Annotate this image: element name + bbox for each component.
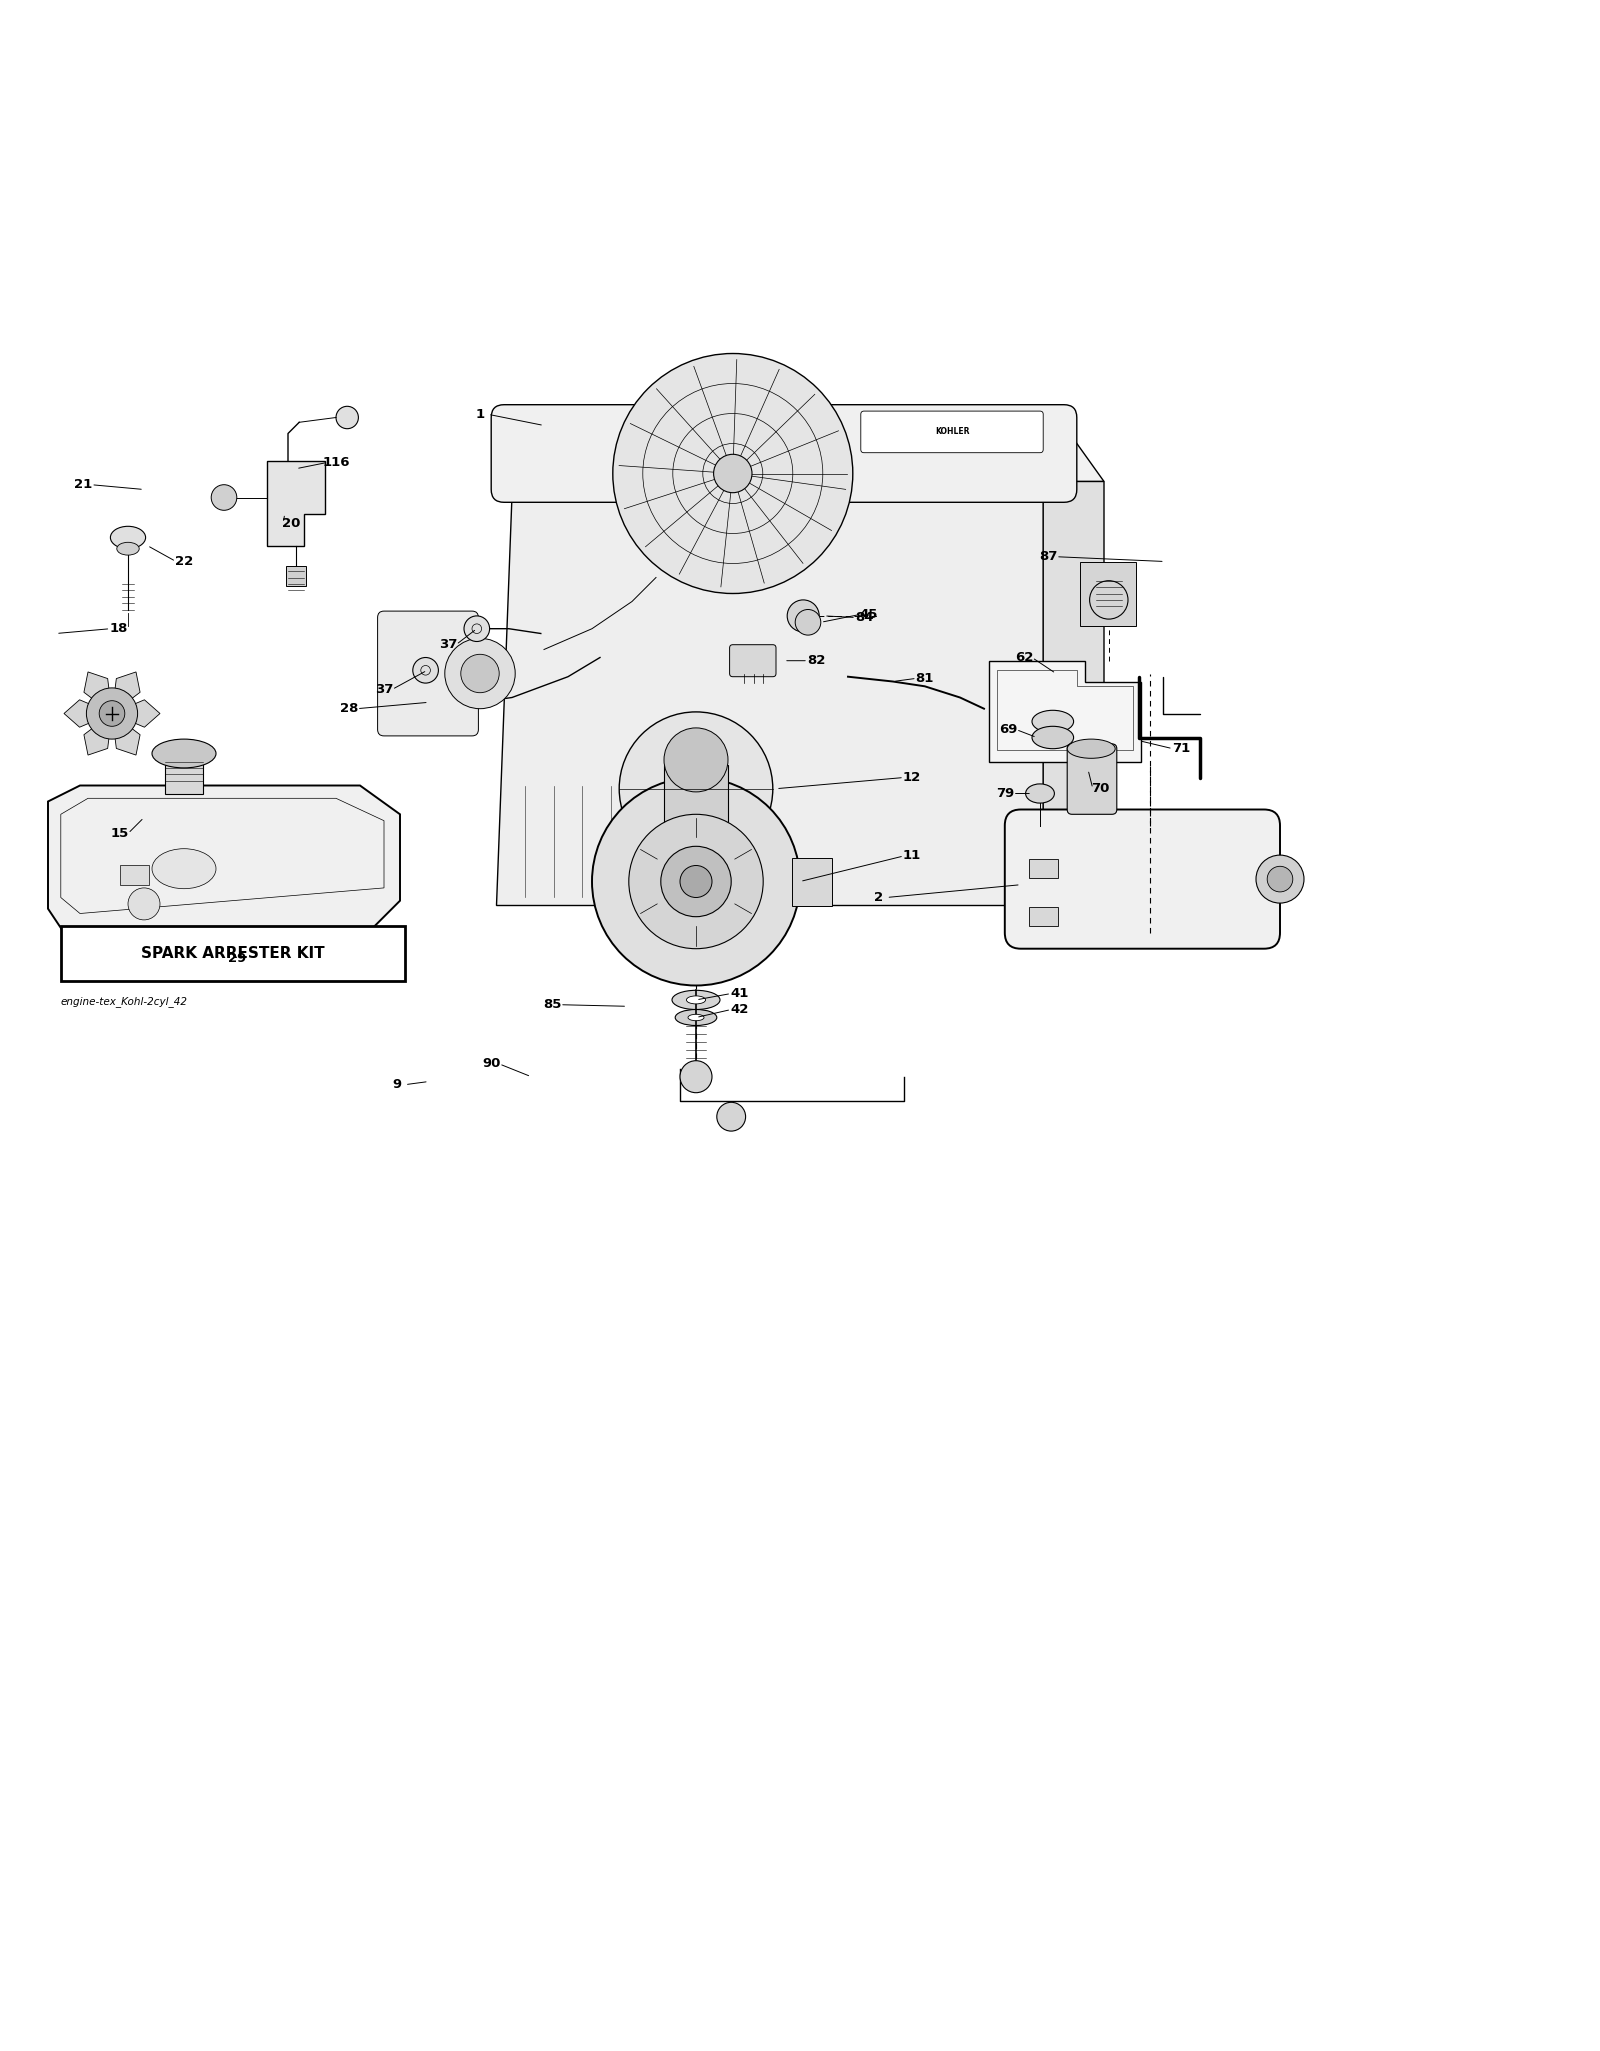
Bar (1029, 907, 1058, 927)
Text: 2: 2 (874, 890, 883, 904)
Text: 21: 21 (74, 478, 93, 490)
Polygon shape (64, 699, 112, 728)
Circle shape (413, 658, 438, 683)
Ellipse shape (117, 541, 139, 556)
Text: 85: 85 (542, 999, 562, 1011)
Text: 45: 45 (859, 607, 878, 621)
Ellipse shape (110, 527, 146, 550)
Bar (1080, 562, 1136, 626)
Polygon shape (267, 461, 325, 546)
Polygon shape (989, 660, 1141, 761)
Ellipse shape (1032, 726, 1074, 749)
Circle shape (787, 599, 819, 632)
Bar (120, 866, 149, 884)
FancyBboxPatch shape (378, 611, 478, 736)
Polygon shape (512, 425, 1104, 482)
Text: 28: 28 (339, 701, 358, 716)
Polygon shape (496, 482, 1043, 904)
Text: KOHLER: KOHLER (934, 427, 970, 437)
Circle shape (592, 777, 800, 984)
FancyBboxPatch shape (861, 410, 1043, 453)
Circle shape (619, 712, 773, 866)
Circle shape (461, 654, 499, 693)
Circle shape (128, 888, 160, 921)
Circle shape (211, 484, 237, 511)
Text: 81: 81 (915, 673, 934, 685)
Circle shape (629, 814, 763, 950)
Text: 20: 20 (282, 517, 301, 529)
Ellipse shape (1067, 738, 1115, 759)
Ellipse shape (675, 1009, 717, 1026)
Text: 116: 116 (322, 455, 350, 470)
Polygon shape (83, 673, 112, 714)
Text: 1: 1 (475, 408, 485, 420)
Circle shape (680, 866, 712, 898)
Circle shape (445, 638, 515, 710)
Circle shape (464, 615, 490, 642)
Text: 41: 41 (730, 987, 749, 1001)
Bar (664, 765, 728, 837)
Polygon shape (112, 673, 141, 714)
Circle shape (664, 728, 728, 792)
Ellipse shape (1032, 710, 1074, 732)
Circle shape (1090, 580, 1128, 619)
Ellipse shape (686, 997, 706, 1003)
Ellipse shape (152, 849, 216, 888)
Circle shape (661, 847, 731, 917)
Text: 71: 71 (1171, 742, 1190, 755)
Text: 29: 29 (219, 960, 238, 972)
Text: 9: 9 (392, 1079, 402, 1091)
Text: 37: 37 (438, 638, 458, 652)
Text: 70: 70 (1091, 781, 1110, 796)
Bar (1029, 859, 1058, 878)
Polygon shape (112, 714, 141, 755)
Ellipse shape (152, 738, 216, 767)
Text: 15: 15 (110, 827, 130, 841)
Text: SPARK ARRESTER KIT: SPARK ARRESTER KIT (141, 946, 325, 962)
Circle shape (99, 701, 125, 726)
Text: 62: 62 (1014, 650, 1034, 665)
Text: 11: 11 (902, 849, 922, 861)
Text: 37: 37 (374, 683, 394, 695)
Text: 82: 82 (806, 654, 826, 667)
FancyBboxPatch shape (1005, 810, 1280, 950)
FancyBboxPatch shape (730, 644, 776, 677)
Polygon shape (792, 857, 832, 904)
Circle shape (717, 1101, 746, 1130)
Text: 87: 87 (1038, 550, 1058, 564)
FancyBboxPatch shape (1067, 745, 1117, 814)
Text: 84: 84 (854, 611, 874, 624)
Circle shape (86, 687, 138, 738)
Circle shape (1267, 866, 1293, 892)
Polygon shape (112, 699, 160, 728)
Text: 42: 42 (730, 1003, 749, 1015)
Polygon shape (1043, 482, 1104, 904)
Circle shape (714, 455, 752, 492)
Bar (165, 761, 203, 794)
Circle shape (795, 609, 821, 636)
Circle shape (1256, 855, 1304, 902)
Bar (61, 927, 405, 980)
Text: 12: 12 (902, 771, 922, 783)
Text: 79: 79 (995, 788, 1014, 800)
Bar (286, 566, 306, 585)
Text: engine-tex_Kohl-2cyl_42: engine-tex_Kohl-2cyl_42 (61, 997, 187, 1007)
Text: 90: 90 (482, 1058, 501, 1071)
Polygon shape (83, 714, 112, 755)
Text: 29: 29 (227, 952, 246, 964)
Ellipse shape (688, 1015, 704, 1021)
Ellipse shape (1026, 783, 1054, 804)
Text: 18: 18 (109, 621, 128, 636)
Polygon shape (48, 786, 400, 933)
FancyBboxPatch shape (491, 404, 1077, 502)
Circle shape (680, 1060, 712, 1093)
Circle shape (336, 406, 358, 429)
Text: 69: 69 (998, 724, 1018, 736)
Text: 22: 22 (174, 556, 194, 568)
Ellipse shape (672, 991, 720, 1009)
Circle shape (613, 353, 853, 593)
